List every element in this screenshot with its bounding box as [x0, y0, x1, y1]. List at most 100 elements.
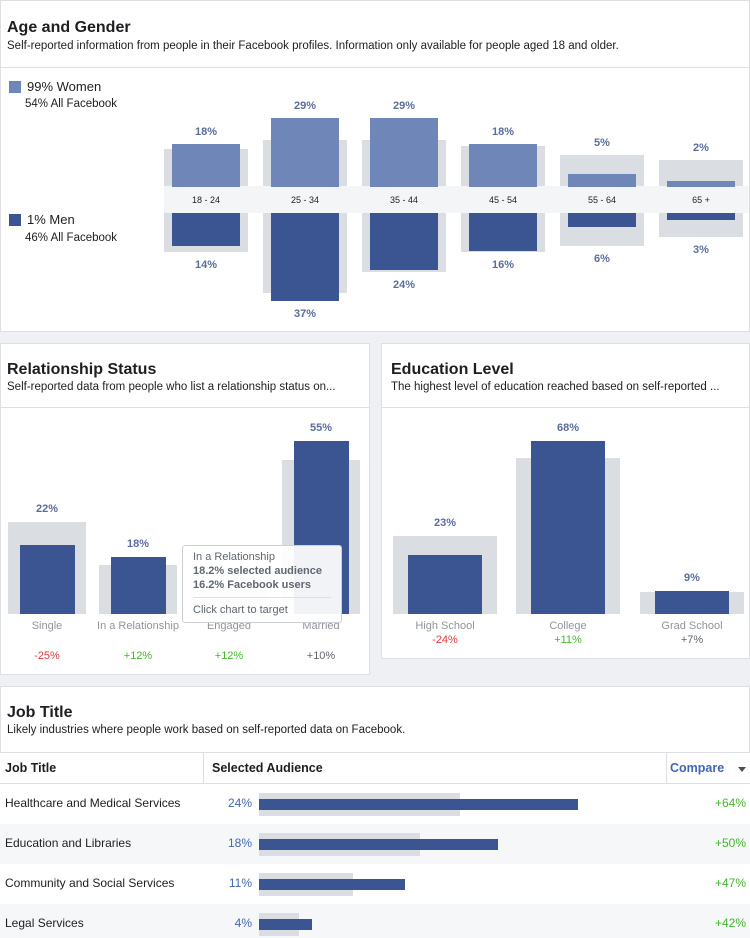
age-range-label: 65 +	[692, 195, 710, 205]
women-legend-label: 99% Women	[27, 79, 102, 94]
education-bar[interactable]	[655, 591, 729, 614]
compare-value: +64%	[714, 796, 746, 810]
men-bar[interactable]	[568, 213, 636, 228]
education-subtitle: The highest level of education reached b…	[391, 381, 720, 393]
men-value-label: 14%	[194, 258, 218, 271]
job-table-row[interactable]: Community and Social Services 11% +47%	[0, 864, 750, 904]
relationship-value-label: 22%	[35, 502, 59, 515]
women-value-label: 2%	[693, 142, 709, 155]
relationship-bar[interactable]	[111, 557, 166, 614]
relationship-value-label: 18%	[126, 538, 150, 551]
education-title: Education Level	[391, 361, 514, 378]
age-gender-divider	[1, 67, 749, 68]
men-bar[interactable]	[469, 213, 537, 251]
column-selected-audience[interactable]: Selected Audience	[212, 761, 323, 775]
education-category-label: College	[549, 620, 587, 632]
sort-caret-icon	[738, 767, 746, 772]
women-value-label: 18%	[194, 125, 218, 138]
relationship-divider	[1, 407, 369, 408]
men-legend-swatch	[9, 214, 21, 226]
relationship-category-label: Single	[31, 620, 63, 632]
job-title-cell: Community and Social Services	[5, 876, 175, 890]
women-bar[interactable]	[667, 181, 735, 187]
job-title-cell: Legal Services	[5, 916, 84, 930]
education-card: Education Level The highest level of edu…	[381, 343, 750, 659]
selected-audience-bar	[259, 879, 406, 890]
job-title-heading: Job Title	[7, 704, 73, 721]
tooltip-separator	[193, 597, 331, 598]
job-table-row[interactable]: Education and Libraries 18% +50%	[0, 824, 750, 864]
women-value-label: 18%	[491, 125, 515, 138]
education-value-label: 68%	[556, 421, 580, 434]
compare-label: Compare	[670, 761, 725, 775]
men-bar[interactable]	[172, 213, 240, 247]
selected-audience-percent: 11%	[228, 876, 252, 890]
selected-audience-bar	[259, 919, 313, 930]
women-bar[interactable]	[469, 143, 537, 187]
women-bar[interactable]	[172, 143, 240, 187]
selected-audience-percent: 18%	[227, 836, 252, 850]
women-value-label: 5%	[594, 136, 610, 149]
men-value-label: 16%	[491, 258, 515, 271]
job-title-subtitle: Likely industries where people work base…	[7, 724, 406, 736]
compare-value: +50%	[714, 836, 746, 850]
job-table-row[interactable]: Healthcare and Medical Services 24% +64%	[0, 784, 750, 824]
relationship-card: Relationship Status Self-reported data f…	[0, 343, 370, 675]
men-legend-sub: 46% All Facebook	[25, 232, 118, 244]
relationship-change-label: -25%	[34, 650, 60, 662]
age-range-label: 35 - 44	[389, 195, 419, 205]
relationship-bar[interactable]	[20, 544, 75, 614]
men-bar[interactable]	[271, 213, 339, 301]
education-divider	[382, 407, 749, 408]
relationship-subtitle: Self-reported data from people who list …	[7, 381, 336, 393]
education-change-label: -24%	[432, 634, 458, 646]
relationship-change-label: +12%	[214, 650, 244, 662]
women-legend-swatch	[9, 81, 21, 93]
relationship-change-label: +10%	[306, 650, 336, 662]
women-bar[interactable]	[568, 174, 636, 187]
compare-value: +47%	[714, 876, 746, 890]
relationship-value-label: 55%	[309, 421, 333, 434]
selected-audience-percent: 24%	[227, 796, 252, 810]
education-category-label: High School	[415, 620, 475, 632]
relationship-category-label: Engaged	[206, 620, 252, 632]
job-table-row[interactable]: Legal Services 4% +42%	[0, 904, 750, 938]
women-bar[interactable]	[271, 117, 339, 187]
age-range-label: 55 - 64	[587, 195, 617, 205]
education-bar[interactable]	[408, 555, 482, 614]
men-value-label: 6%	[594, 252, 610, 265]
age-range-band	[164, 186, 749, 213]
relationship-title: Relationship Status	[7, 361, 157, 378]
men-bar[interactable]	[370, 213, 438, 270]
selected-audience-bar	[259, 799, 579, 810]
men-legend-label: 1% Men	[27, 212, 75, 227]
men-value-label: 24%	[392, 279, 416, 292]
relationship-category-label: Married	[302, 620, 340, 632]
tooltip-action[interactable]: Click chart to target	[193, 604, 288, 616]
job-title-cell: Education and Libraries	[5, 836, 132, 850]
age-gender-card: Age and Gender Self-reported information…	[0, 0, 750, 332]
men-value-label: 37%	[293, 307, 317, 320]
women-value-label: 29%	[392, 99, 416, 112]
job-title-cell: Healthcare and Medical Services	[5, 796, 181, 810]
tooltip-facebook: 16.2% Facebook users	[193, 579, 312, 591]
job-table-header: Job Title Selected Audience Compare	[0, 752, 750, 784]
column-compare[interactable]: Compare	[666, 753, 750, 784]
selected-audience-bar	[259, 839, 499, 850]
column-job-title[interactable]: Job Title	[5, 761, 57, 775]
relationship-category-label: In a Relationship	[97, 620, 179, 632]
education-value-label: 9%	[684, 572, 700, 585]
men-value-label: 3%	[693, 243, 709, 256]
age-range-label: 45 - 54	[488, 195, 518, 205]
women-legend-sub: 54% All Facebook	[25, 98, 118, 110]
age-range-label: 18 - 24	[191, 195, 221, 205]
education-category-label: Grad School	[661, 620, 723, 632]
tooltip-selected: 18.2% selected audience	[193, 565, 323, 577]
women-value-label: 29%	[293, 99, 317, 112]
tooltip-title: In a Relationship	[193, 551, 275, 563]
education-bar[interactable]	[531, 440, 605, 614]
age-gender-subtitle: Self-reported information from people in…	[7, 40, 619, 52]
men-bar[interactable]	[667, 213, 735, 221]
women-bar[interactable]	[370, 117, 438, 187]
age-gender-title: Age and Gender	[7, 19, 131, 36]
